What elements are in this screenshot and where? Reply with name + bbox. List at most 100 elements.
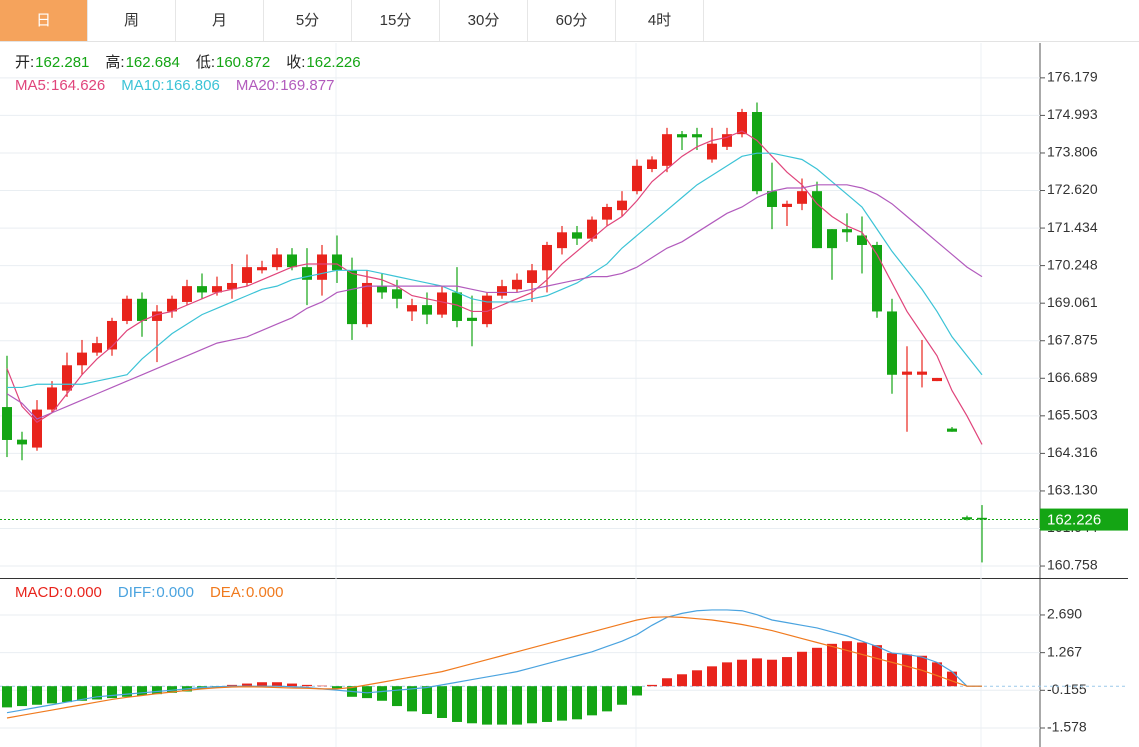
candle-body <box>377 286 387 293</box>
candle-body <box>767 191 777 207</box>
candle-body <box>917 371 927 375</box>
period-tab[interactable]: 5分 <box>264 0 352 41</box>
candle-body <box>557 232 567 249</box>
macd-legend-value: 0.000 <box>156 584 194 601</box>
candle-body <box>812 191 822 249</box>
macd-bar <box>77 686 87 701</box>
macd-bar <box>332 686 342 689</box>
candle-body <box>662 134 672 166</box>
ma-line <box>6 130 983 445</box>
macd-bar <box>782 657 792 687</box>
macd-bar <box>647 684 657 687</box>
macd-bar <box>827 643 837 687</box>
candle-body <box>977 517 987 520</box>
macd-line <box>6 616 982 719</box>
period-tab[interactable]: 周 <box>88 0 176 41</box>
macd-bar <box>437 686 447 718</box>
candle-body <box>512 279 522 290</box>
macd-bar <box>797 651 807 687</box>
macd-bar <box>167 686 177 693</box>
candle-body <box>437 292 447 315</box>
macd-bar <box>17 686 27 707</box>
candle-body <box>632 165 642 192</box>
y-tick-label: 172.620 <box>1047 181 1098 197</box>
macd-bar <box>932 662 942 687</box>
candle-body <box>707 143 717 160</box>
candle-body <box>332 254 342 271</box>
period-tab[interactable]: 月 <box>176 0 264 41</box>
period-tabs: 日周月 5分 15分 30分 60分 4时 <box>0 0 1139 42</box>
macd-legend: DIFF: <box>118 584 156 601</box>
period-tab[interactable]: 60分 <box>528 0 616 41</box>
candle-body <box>857 235 867 245</box>
y-tick-label: 174.993 <box>1047 106 1098 122</box>
period-tab[interactable]: 日 <box>0 0 88 41</box>
macd-bar <box>812 647 822 687</box>
candle-body <box>392 289 402 299</box>
candle-body <box>902 371 912 375</box>
period-tab[interactable]: 30分 <box>440 0 528 41</box>
candle-body <box>947 428 957 432</box>
candle-body <box>362 282 372 325</box>
candle-body <box>872 244 882 312</box>
macd-bar <box>737 659 747 687</box>
candle-body <box>107 320 117 350</box>
macd-legend: DEA: <box>210 584 245 601</box>
candle-body <box>572 232 582 239</box>
candle-body <box>77 352 87 366</box>
candle-body <box>32 409 42 448</box>
candle-body <box>242 267 252 283</box>
ma-line <box>7 152 983 389</box>
candle-body <box>722 134 732 147</box>
macd-bar <box>482 686 492 725</box>
macd-bar <box>632 686 642 696</box>
candle-body <box>827 229 837 249</box>
ma-legend-value: 164.626 <box>51 77 105 94</box>
candle-body <box>452 292 462 321</box>
macd-bar <box>752 658 762 687</box>
candle-body <box>422 305 432 315</box>
macd-bar <box>122 686 132 697</box>
period-tab[interactable]: 15分 <box>352 0 440 41</box>
macd-bar <box>617 686 627 705</box>
macd-bar <box>362 686 372 699</box>
candle-body <box>797 191 807 204</box>
candle-body <box>17 439 27 445</box>
candle-body <box>227 282 237 290</box>
candle-body <box>302 267 312 280</box>
y-tick-label: -1.578 <box>1047 719 1087 735</box>
macd-bar <box>287 683 297 687</box>
candle-body <box>542 244 552 271</box>
macd-bar <box>137 686 147 696</box>
candle-body <box>152 311 162 321</box>
macd-bar <box>317 685 327 687</box>
macd-bar <box>602 686 612 712</box>
macd-bar <box>422 686 432 715</box>
candle-body <box>647 159 657 169</box>
candle-body <box>602 206 612 220</box>
macd-bar <box>512 686 522 725</box>
macd-bar <box>692 670 702 687</box>
candle-body <box>407 305 417 312</box>
last-price-label: 162.226 <box>1047 512 1101 529</box>
y-tick-label: 2.690 <box>1047 606 1082 622</box>
y-tick-label: 163.130 <box>1047 482 1098 498</box>
macd-bar <box>572 686 582 720</box>
macd-bar <box>947 671 957 687</box>
macd-bar <box>902 654 912 687</box>
macd-legend-value: 0.000 <box>64 584 102 601</box>
candle-body <box>2 407 12 440</box>
macd-bar <box>527 686 537 724</box>
macd-legend-value: 0.000 <box>246 584 284 601</box>
candle-body <box>47 387 57 410</box>
y-tick-label: 165.503 <box>1047 407 1098 423</box>
candle-body <box>197 286 207 293</box>
period-tab[interactable]: 4时 <box>616 0 704 41</box>
y-tick-label: 169.061 <box>1047 294 1098 310</box>
ma-legend: MA10: <box>121 77 164 94</box>
candle-body <box>737 112 747 135</box>
ohlc-info-value: 162.684 <box>126 54 180 71</box>
macd-bar <box>227 684 237 687</box>
candle-body <box>467 317 477 321</box>
candle-body <box>167 298 177 312</box>
